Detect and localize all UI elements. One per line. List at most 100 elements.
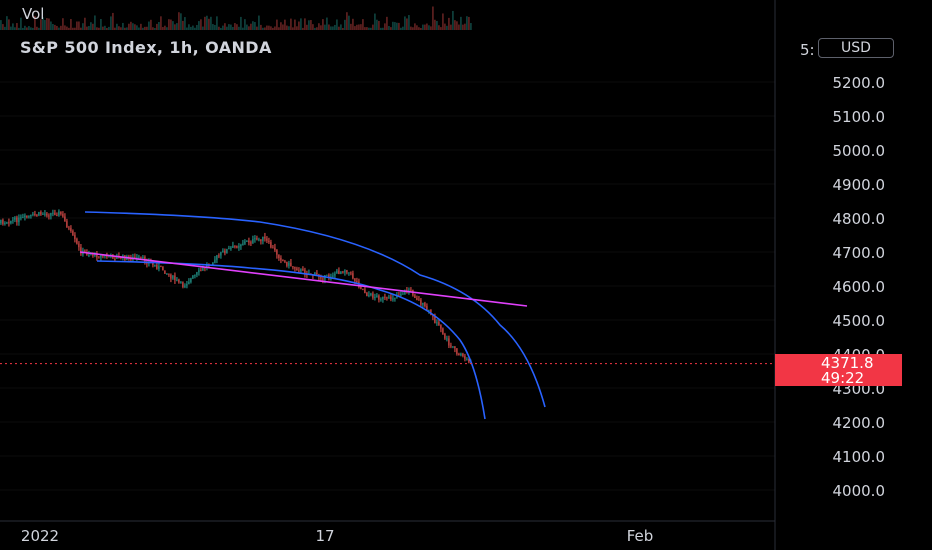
candle-body [96,252,98,258]
candle-body [138,256,140,258]
volume-bar [390,27,392,30]
candle-body [32,213,34,215]
volume-bar [336,19,338,30]
volume-bar [414,23,416,30]
volume-bar [108,26,110,30]
volume-bar [268,25,270,30]
price-axis[interactable]: 5200.0 5100.0 5000.0 4900.0 4800.0 4700.0 4600… [800,41,885,500]
volume-bar [318,23,320,30]
candle-body [422,302,424,305]
time-axis[interactable]: 2022 17 Feb [21,527,653,545]
chart-title[interactable]: S&P 500 Index, 1h, OANDA [20,38,272,57]
volume-bar [358,24,360,30]
candle-body [246,240,248,242]
volume-bar [346,12,348,30]
volume-bar [364,27,366,30]
candle-body [256,238,258,240]
volume-bar [462,24,464,30]
volume-bar [164,25,166,30]
candle-body [42,213,44,215]
volume-bar [340,24,342,30]
candle-body [396,295,398,298]
volume-bar [98,27,100,30]
volume-bar [42,17,44,30]
volume-bar [192,25,194,30]
volume-bar [76,21,78,30]
countdown-timer: 49:22 [821,369,865,387]
volume-bar [362,19,364,30]
candlesticks [0,209,472,364]
volume-bar [168,19,170,30]
volume-bar [284,19,286,30]
candle-body [296,268,298,271]
candle-body [188,282,190,284]
candle-body [444,334,446,339]
currency-button[interactable]: USD [818,38,894,58]
volume-bar [174,24,176,30]
volume-bar [408,15,410,30]
candle-body [152,262,154,265]
candle-body [140,256,142,258]
candle-body [228,248,230,250]
volume-bar [146,26,148,30]
volume-bar [28,26,30,30]
volume-bar [428,25,430,30]
volume-bar [32,27,34,30]
volume-bar [114,27,116,30]
candle-body [72,231,74,236]
volume-bar [252,21,254,30]
volume-bar [404,16,406,30]
volume-bar [144,26,146,30]
candle-body [352,273,354,279]
candle-body [320,276,322,279]
volume-bar [26,27,28,30]
volume-bar [282,24,284,30]
volume-bar [82,23,84,30]
volume-bar [304,18,306,30]
candle-body [276,250,278,255]
candle-body [332,275,334,277]
volume-bar [180,13,182,31]
volume-bar [104,25,106,30]
candle-body [200,270,202,272]
volume-bar [244,19,246,30]
volume-bar [46,18,48,30]
candle-body [394,297,396,299]
candle-body [254,238,256,240]
candle-body [374,296,376,298]
volume-bar [310,19,312,30]
candle-body [2,219,4,224]
candle-body [232,245,234,248]
candle-body [440,325,442,329]
volume-bar [56,25,58,30]
volume-bar [338,26,340,30]
candle-body [446,338,448,340]
candle-body [258,239,260,241]
candle-body [170,274,172,279]
candle-body [16,217,18,223]
candle-body [108,256,110,258]
volume-bar [96,27,98,30]
volume-bar [420,27,422,30]
volume-bar [166,27,168,30]
volume-bar [396,22,398,30]
volume-bar [434,19,436,30]
volume-bar [278,27,280,30]
volume-bar [0,20,2,30]
candle-body [166,273,168,275]
volume-bar [382,27,384,30]
volume-bar [410,26,412,30]
volume-bar [292,27,294,30]
volume-bar [68,27,70,30]
candle-body [46,213,48,216]
volume-bar [118,26,120,30]
volume-bar [260,24,262,30]
volume-bar [178,12,180,30]
candle-body [448,338,450,346]
volume-bar [238,26,240,30]
volume-bar [162,27,164,30]
candle-body [260,239,262,242]
candle-body [468,358,470,363]
candle-body [12,219,14,221]
